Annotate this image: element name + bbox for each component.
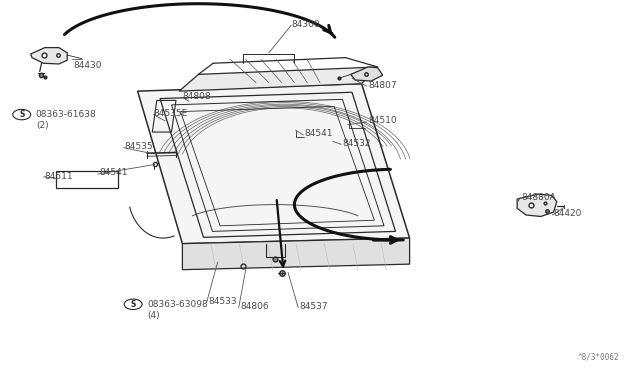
Text: 84511: 84511: [45, 172, 74, 181]
Text: 84535: 84535: [125, 142, 154, 151]
Polygon shape: [517, 194, 557, 217]
Polygon shape: [179, 67, 378, 91]
Text: 08363-61638: 08363-61638: [36, 110, 97, 119]
Text: 84420: 84420: [554, 209, 582, 218]
Text: (2): (2): [36, 121, 49, 130]
Text: 84541: 84541: [99, 169, 128, 177]
Text: 84880A: 84880A: [522, 193, 556, 202]
Text: (4): (4): [147, 311, 160, 320]
Text: S: S: [19, 110, 24, 119]
Text: 84535E: 84535E: [154, 109, 188, 118]
Polygon shape: [351, 67, 383, 81]
Text: 84808: 84808: [182, 92, 211, 101]
Text: 84807: 84807: [368, 81, 397, 90]
Text: 84537: 84537: [300, 302, 328, 311]
Text: 84300: 84300: [291, 20, 320, 29]
Text: 84510: 84510: [368, 116, 397, 125]
Text: 84532: 84532: [342, 139, 371, 148]
Text: 08363-63098: 08363-63098: [147, 300, 208, 309]
Text: 84430: 84430: [74, 61, 102, 70]
Polygon shape: [31, 48, 67, 64]
Polygon shape: [138, 84, 410, 244]
Text: 84533: 84533: [208, 297, 237, 306]
Polygon shape: [182, 238, 410, 270]
Text: ^8/3*0062: ^8/3*0062: [578, 353, 620, 362]
Text: S: S: [131, 300, 136, 309]
Text: 84806: 84806: [240, 302, 269, 311]
Text: 84541: 84541: [304, 129, 333, 138]
